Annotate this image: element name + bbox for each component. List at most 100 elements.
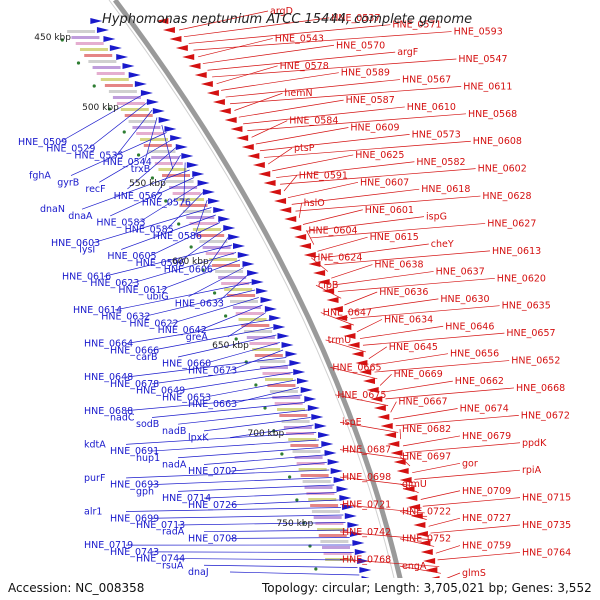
right-gene-label: HNE_0567 bbox=[402, 75, 451, 86]
left-gene-label: dnaN bbox=[40, 204, 65, 215]
gene-arrow-right bbox=[418, 540, 431, 546]
gc-dots bbox=[60, 38, 318, 571]
gene-arrow-right bbox=[182, 54, 195, 60]
left-gene-label: nadC bbox=[110, 412, 135, 423]
right-gene-label: HNE_0571 bbox=[392, 20, 441, 31]
left-connector bbox=[125, 432, 317, 445]
right-connector bbox=[179, 10, 269, 31]
right-gene-label: HNE_0665 bbox=[332, 362, 381, 373]
feature-stripe bbox=[246, 336, 275, 339]
gene-arrow-right bbox=[351, 351, 364, 357]
gene-arrow-left bbox=[281, 342, 294, 348]
gene-arrow-right bbox=[299, 243, 312, 249]
right-connector bbox=[356, 319, 383, 333]
left-gene-label: lysI bbox=[79, 245, 95, 256]
gene-arrow-right bbox=[194, 72, 207, 78]
feature-stripe bbox=[96, 72, 125, 75]
gc-dot bbox=[150, 176, 155, 180]
left-connector bbox=[155, 154, 181, 196]
feature-stripe bbox=[218, 276, 247, 279]
gene-arrow-right bbox=[230, 126, 243, 132]
right-gene-label: HNE_0669 bbox=[394, 369, 443, 380]
gene-arrow-left bbox=[242, 261, 255, 267]
gene-arrow-left bbox=[122, 63, 135, 69]
left-gene-label: HNE_0702 bbox=[188, 466, 237, 477]
right-gene-label: HNE_0636 bbox=[379, 287, 428, 298]
left-gene-label: HNE_0708 bbox=[188, 533, 237, 544]
left-gene-label: HNE_0664 bbox=[84, 339, 133, 350]
left-gene-label: lpxK bbox=[188, 433, 209, 444]
gene-arrow-left bbox=[197, 180, 210, 186]
right-gene-label: HNE_0611 bbox=[463, 81, 512, 92]
right-connector bbox=[306, 230, 315, 245]
left-gene-label: rsuA bbox=[162, 560, 184, 571]
feature-stripe bbox=[249, 342, 278, 345]
gene-arrow-left bbox=[344, 513, 357, 519]
right-connector bbox=[399, 538, 435, 547]
left-gene-label: HNE_0616 bbox=[62, 271, 111, 282]
left-connector bbox=[92, 207, 212, 244]
right-connector bbox=[216, 65, 278, 84]
kbp-tick-label: 500 kbp bbox=[82, 103, 119, 113]
gc-dot bbox=[288, 475, 292, 479]
gene-arrow-left bbox=[228, 234, 241, 240]
feature-stripe bbox=[298, 468, 327, 471]
genome-backbone bbox=[112, 0, 408, 600]
gene-arrow-left bbox=[311, 414, 324, 420]
feature-stripe bbox=[320, 540, 349, 543]
feature-stripe bbox=[92, 66, 121, 69]
left-gene-label: fghA bbox=[29, 171, 51, 182]
gene-arrow-right bbox=[313, 270, 326, 276]
left-gene-label: HNE_0603 bbox=[51, 238, 100, 249]
left-gene-label: HNE_0688 bbox=[84, 406, 133, 417]
feature-stripe bbox=[108, 90, 137, 93]
accession-value: NC_008358 bbox=[75, 581, 145, 595]
right-connector bbox=[395, 415, 519, 427]
left-connector bbox=[151, 327, 274, 351]
right-connector bbox=[437, 552, 521, 561]
right-gene-label: HNE_0578 bbox=[280, 61, 329, 72]
gene-arrow-right bbox=[343, 333, 356, 339]
right-gene-label: HNE_0587 bbox=[346, 95, 395, 106]
gc-dot bbox=[263, 406, 267, 410]
right-connector bbox=[207, 51, 396, 71]
kbp-tick-label: 450 kbp bbox=[34, 33, 71, 43]
right-gene-label: HNE_0547 bbox=[458, 54, 507, 65]
left-connector bbox=[203, 342, 280, 365]
feature-stripe bbox=[318, 534, 347, 537]
feature-stripe bbox=[292, 450, 321, 453]
gene-arrow-left bbox=[251, 279, 264, 285]
right-connector bbox=[183, 17, 330, 38]
map-title: Hyphomonas neptunium ATCC 15444, complet… bbox=[102, 12, 472, 27]
feature-stripe bbox=[67, 30, 96, 33]
right-gene-label: HNE_0742 bbox=[342, 527, 391, 538]
gene-arrow-right bbox=[408, 504, 421, 510]
feature-stripe bbox=[143, 144, 172, 147]
genes-value: 3,552 bbox=[557, 581, 592, 595]
feature-stripe bbox=[304, 486, 333, 489]
gene-arrow-left bbox=[352, 540, 365, 546]
feature-stripe bbox=[290, 444, 319, 447]
right-connector bbox=[238, 99, 344, 118]
left-gene-label: radA bbox=[162, 527, 185, 538]
feature-stripe bbox=[158, 168, 187, 171]
right-gene-label: HNE_0668 bbox=[516, 383, 565, 394]
gc-dot bbox=[295, 498, 299, 502]
right-gene-label: ppdK bbox=[522, 438, 547, 449]
feature-stripe bbox=[196, 234, 225, 237]
gene-arrow-right bbox=[317, 279, 330, 285]
accession-label: Accession: bbox=[8, 581, 72, 595]
right-gene-label: cheY bbox=[431, 239, 454, 250]
accession-info: Accession: NC_008358 bbox=[8, 581, 144, 595]
left-gene-label: HNE_0614 bbox=[73, 305, 122, 316]
feature-stripe bbox=[230, 300, 258, 303]
length-label: Length: bbox=[374, 581, 420, 595]
left-gene-label: HNE_0623 bbox=[90, 278, 139, 289]
gene-arrow-left bbox=[223, 225, 236, 231]
right-gene-label: HNE_0674 bbox=[460, 404, 509, 415]
gene-arrow-right bbox=[423, 558, 436, 564]
feature-stripe bbox=[244, 330, 273, 333]
left-connector bbox=[125, 469, 330, 479]
gene-arrow-right bbox=[303, 252, 316, 258]
left-connector bbox=[177, 229, 225, 264]
